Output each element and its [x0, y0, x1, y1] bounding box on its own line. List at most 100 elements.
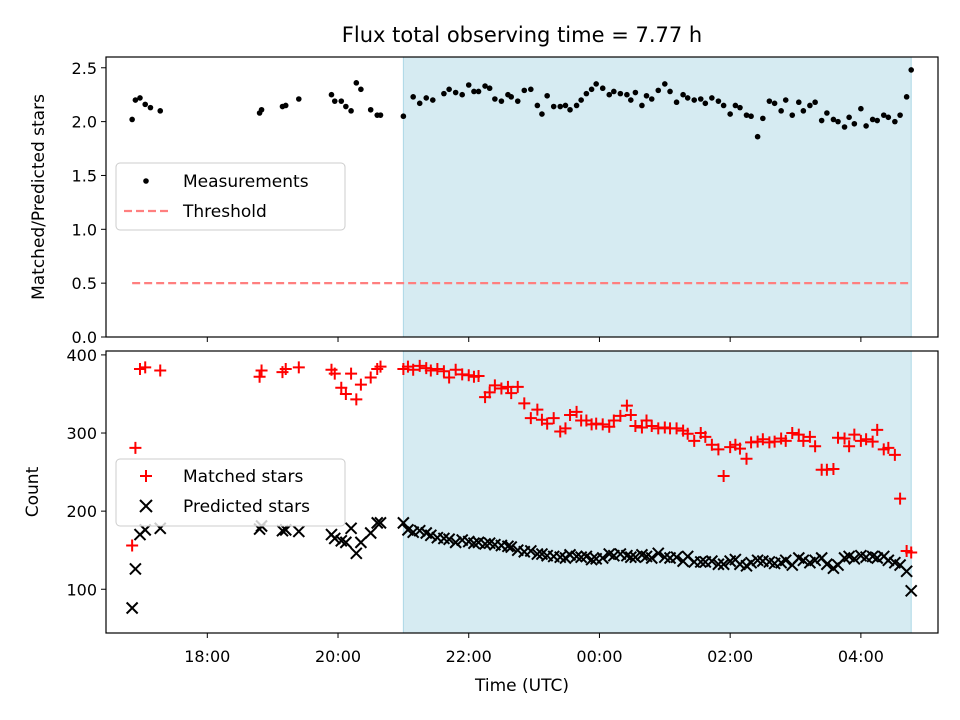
matched-star-point	[364, 371, 377, 384]
matched-star-point	[443, 371, 456, 384]
matched-star-point	[681, 427, 694, 440]
y-tick-label: 2.0	[72, 113, 97, 132]
measurement-point	[521, 87, 528, 94]
predicted-star-point	[705, 554, 719, 568]
matched-star-point	[712, 443, 725, 456]
bottom-legend: Matched stars Predicted stars	[115, 458, 346, 527]
measurement-point	[338, 98, 345, 104]
measurement-point	[557, 103, 564, 110]
measurement-point	[132, 97, 139, 103]
measurement-point	[697, 96, 704, 102]
matched-star-point	[345, 367, 358, 380]
y-tick-label: 1.0	[72, 220, 97, 239]
matched-star-point	[328, 367, 341, 380]
matched-star-point	[670, 422, 683, 435]
predicted-star-point	[670, 551, 683, 564]
measurement-point	[885, 114, 892, 121]
x-tick-label: 18:00	[184, 647, 230, 666]
measurement-point	[377, 112, 384, 118]
matched-star-point	[603, 420, 616, 433]
matched-star-point	[483, 386, 496, 399]
measurement-point	[662, 81, 668, 87]
predicted-star-point	[820, 558, 834, 571]
predicted-star-point	[904, 584, 918, 598]
matched-star-point	[559, 422, 572, 435]
matched-star-point	[848, 428, 861, 441]
predicted-star-point	[624, 551, 638, 564]
measurement-point	[892, 118, 898, 125]
top-panel-shaded-region	[402, 56, 912, 338]
matched-star-point	[596, 418, 609, 431]
y-tick-label: 400	[66, 346, 97, 365]
measurement-point	[583, 90, 590, 97]
measurement-point	[296, 96, 302, 102]
predicted-star-point	[717, 558, 730, 571]
measurement-point	[573, 102, 580, 109]
measurement-point	[727, 111, 733, 117]
measurement-point	[465, 82, 472, 88]
top-legend-box	[115, 162, 346, 231]
measurement-point	[282, 102, 289, 109]
top-panel-y-label: Matched/Predicted stars	[29, 94, 49, 300]
matched-star-point	[472, 369, 485, 382]
y-tick-label: 2.5	[72, 59, 97, 78]
matched-star-point	[640, 414, 653, 427]
measurement-point	[812, 99, 818, 106]
predicted-star-point	[413, 524, 426, 537]
measurement-point	[869, 116, 876, 123]
measurement-point	[508, 94, 515, 100]
predicted-star-point	[501, 540, 515, 553]
measurement-point	[807, 102, 813, 109]
measurement-point	[743, 112, 750, 118]
matched-star-point	[786, 427, 799, 440]
measurements-legend-label: Measurements	[183, 172, 309, 192]
predicted-star-point	[442, 533, 456, 546]
bottom-panel-y-label: Count	[23, 466, 43, 517]
x-tick-label: 22:00	[446, 647, 492, 666]
matched-stars-legend-marker	[140, 470, 152, 482]
measurement-point	[578, 97, 584, 103]
predicted-star-point	[449, 536, 462, 549]
predicted-star-point	[848, 552, 861, 565]
measurement-point	[684, 95, 691, 101]
measurement-point	[343, 103, 349, 110]
measurement-point	[648, 96, 655, 102]
measurement-point	[544, 92, 550, 99]
predicted-star-point	[339, 536, 353, 549]
matched-star-point	[511, 380, 524, 393]
measurement-point	[492, 96, 498, 102]
matched-star-point	[645, 419, 658, 432]
matched-star-point	[154, 364, 167, 377]
matched-star-point	[431, 362, 444, 375]
predicted-stars-legend-marker	[139, 499, 153, 513]
matched-star-point	[495, 382, 508, 395]
predicted-star-point	[652, 547, 665, 560]
matched-star-point	[809, 440, 822, 453]
measurement-point	[331, 98, 338, 104]
matched-star-point	[792, 428, 805, 441]
matched-star-point	[279, 362, 292, 375]
measurement-point	[452, 89, 459, 96]
matched-star-point	[129, 441, 142, 454]
bottom-panel: 100 200 300 400 18:00 20:00 22:00 00:00 02:00 04…	[23, 346, 939, 696]
matched-star-point	[699, 430, 712, 443]
matched-star-point	[339, 387, 352, 400]
matched-star-point	[424, 364, 437, 377]
predicted-star-point	[374, 516, 387, 530]
matched-star-point	[624, 409, 637, 422]
matched-star-point	[717, 469, 730, 482]
measurement-point	[567, 106, 573, 113]
predicted-star-point	[524, 544, 538, 558]
measurement-point	[897, 112, 903, 118]
top-panel-x-ticks	[206, 337, 862, 342]
matched-star-point	[564, 409, 577, 422]
measurement-point	[514, 98, 521, 104]
predicted-star-point	[397, 516, 410, 530]
measurement-point	[459, 91, 465, 98]
matched-star-point	[843, 440, 856, 453]
measurement-point	[800, 108, 807, 114]
predicted-star-point	[744, 556, 758, 569]
predicted-star-point	[694, 555, 707, 569]
measurement-point	[667, 88, 673, 95]
matched-star-point	[350, 393, 363, 406]
